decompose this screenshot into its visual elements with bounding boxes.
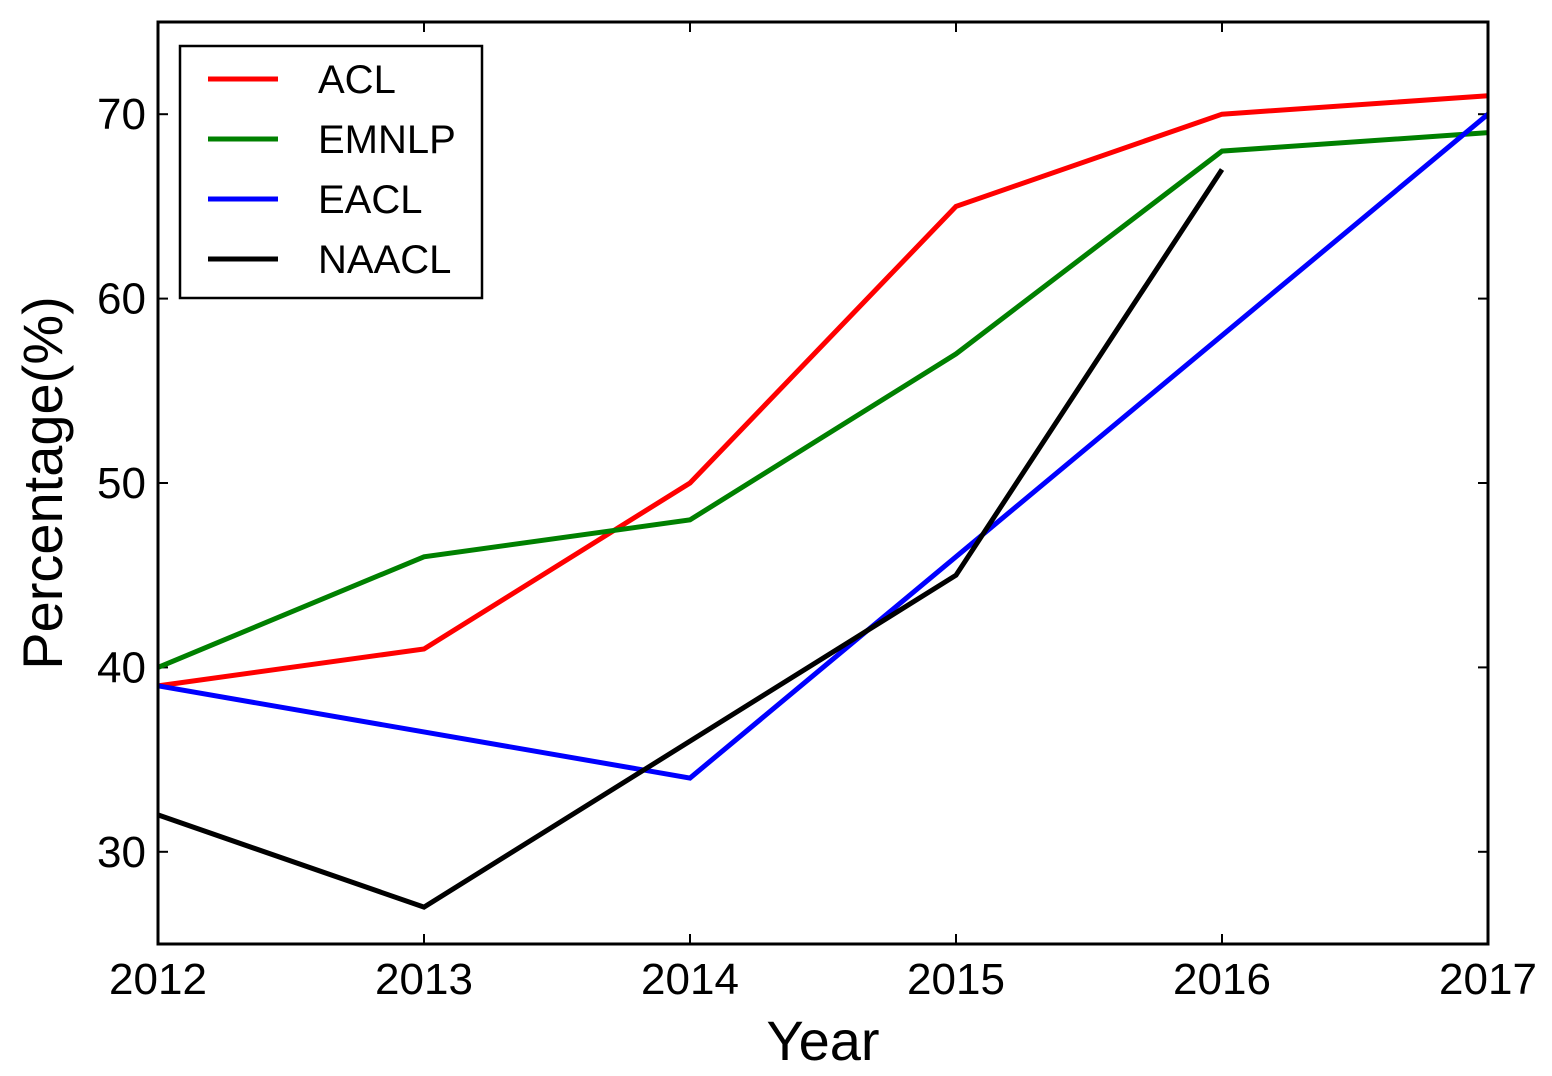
series-line-eacl bbox=[157, 112, 1490, 781]
y-tick-label: 60 bbox=[97, 275, 146, 324]
series-lines bbox=[157, 93, 1490, 910]
x-tick-label: 2013 bbox=[375, 955, 473, 1004]
y-axis-title: Percentage(%) bbox=[11, 296, 74, 670]
legend-label-emnlp: EMNLP bbox=[318, 118, 456, 162]
legend: ACL EMNLP EACL NAACL bbox=[178, 44, 484, 300]
series-line-acl bbox=[157, 93, 1489, 689]
plot-frame bbox=[156, 20, 1490, 946]
y-tick-label: 40 bbox=[97, 643, 146, 692]
legend-frame bbox=[178, 44, 484, 300]
y-tick-label: 70 bbox=[97, 90, 146, 139]
legend-label-eacl: EACL bbox=[318, 178, 423, 222]
x-tick-label: 2017 bbox=[1439, 955, 1537, 1004]
legend-label-naacl: NAACL bbox=[318, 238, 451, 282]
legend-label-acl: ACL bbox=[318, 58, 396, 102]
series-line-naacl bbox=[157, 168, 1225, 910]
x-axis-title: Year bbox=[766, 1009, 879, 1072]
x-tick-label: 2012 bbox=[109, 955, 207, 1004]
tick-labels: 2012 2013 2014 2015 2016 2017 30 40 50 60 70 bbox=[97, 90, 1537, 1004]
x-tick-label: 2014 bbox=[641, 955, 739, 1004]
x-tick-label: 2015 bbox=[907, 955, 1005, 1004]
x-tick-label: 2016 bbox=[1173, 955, 1271, 1004]
y-tick-label: 30 bbox=[97, 828, 146, 877]
y-tick-label: 50 bbox=[97, 459, 146, 508]
series-line-emnlp bbox=[157, 130, 1489, 670]
